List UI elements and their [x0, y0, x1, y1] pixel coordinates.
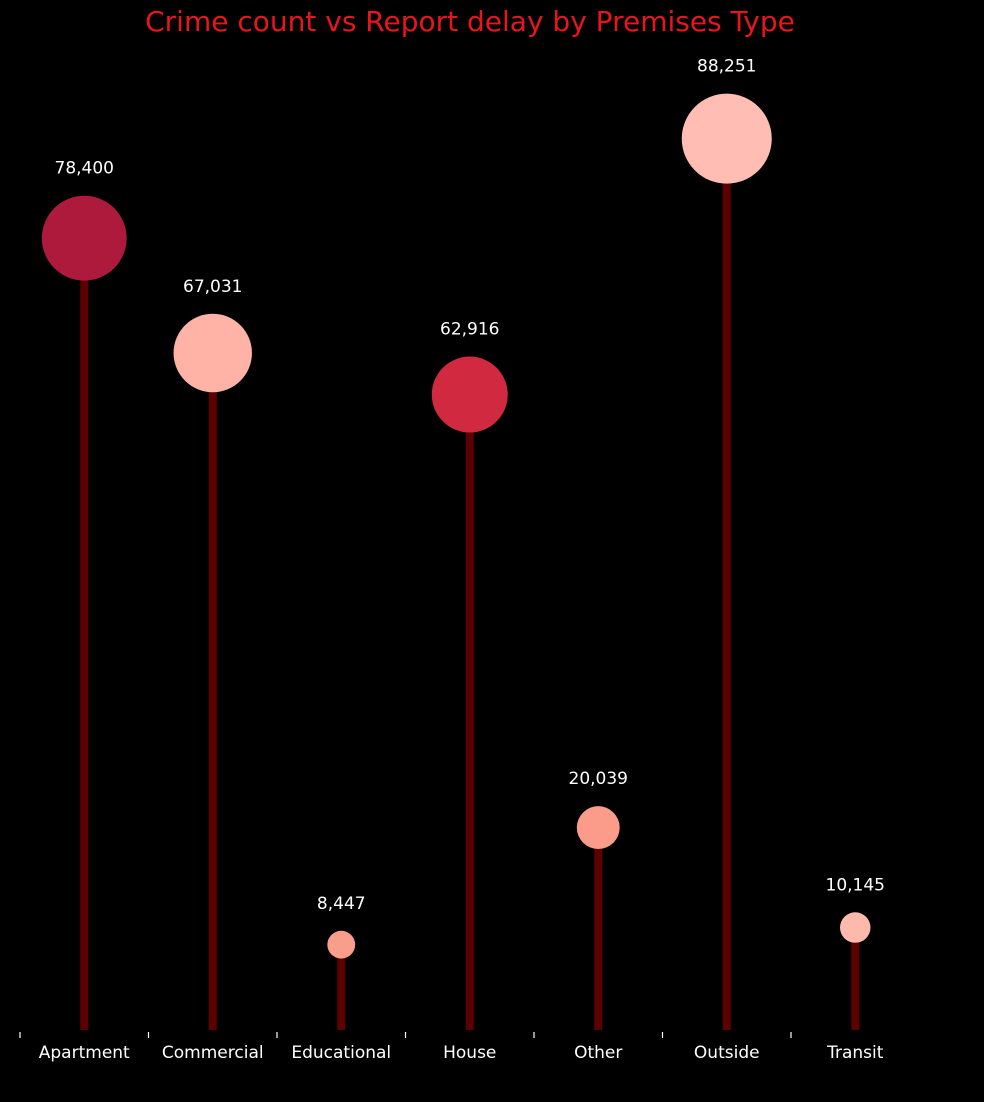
chart-title: Crime count vs Report delay by Premises …	[145, 5, 795, 38]
value-label: 78,400	[55, 159, 114, 179]
x-tick-label: Outside	[694, 1043, 760, 1063]
x-tick-label: House	[443, 1043, 496, 1063]
lollipop-marker[interactable]	[681, 93, 772, 184]
x-tick-label: Apartment	[39, 1043, 130, 1063]
lollipop-marker[interactable]	[41, 195, 127, 281]
value-label: 67,031	[183, 277, 242, 297]
lollipop-marker[interactable]	[431, 356, 508, 433]
value-labels-layer: 78,400 67,031 8,447 62,916 20,039 88,251 10,14…	[55, 57, 885, 914]
markers-layer	[41, 93, 871, 959]
x-tick-label: Other	[574, 1043, 622, 1063]
value-label: 20,039	[569, 769, 628, 789]
x-tick-label: Commercial	[162, 1043, 264, 1063]
x-axis: Apartment Commercial Educational House Other…	[19, 1032, 884, 1063]
lollipop-marker[interactable]	[576, 806, 620, 850]
value-label: 10,145	[826, 875, 885, 895]
x-tick-label: Transit	[826, 1043, 884, 1063]
lollipop-marker[interactable]	[839, 912, 871, 943]
value-label: 88,251	[697, 57, 756, 77]
x-tick-label: Educational	[291, 1043, 391, 1063]
lollipop-marker[interactable]	[327, 930, 356, 959]
value-label: 8,447	[317, 894, 366, 914]
stems-layer	[80, 138, 860, 1030]
lollipop-marker[interactable]	[173, 313, 252, 393]
value-label: 62,916	[440, 320, 499, 340]
